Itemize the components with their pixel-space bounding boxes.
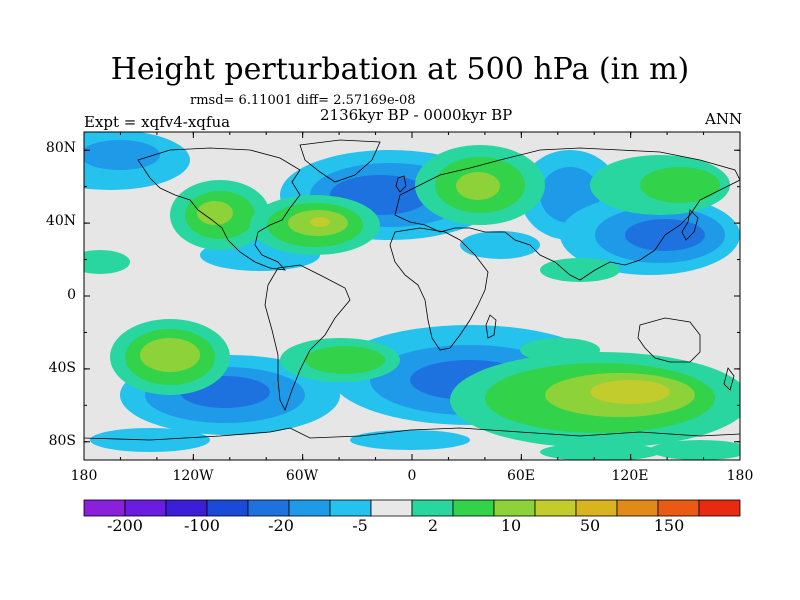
colorbar-swatch — [83, 499, 126, 517]
axis-ticks — [83, 132, 741, 460]
stats-label: rmsd= 6.11001 diff= 2.57169e-08 — [190, 93, 416, 108]
colorbar-swatch — [329, 499, 372, 517]
lat-label-40n: 40N — [45, 213, 76, 229]
colorbar-swatch — [698, 499, 741, 517]
colorbar-label: 10 — [500, 516, 522, 535]
colorbar-label: -100 — [184, 516, 220, 535]
colorbar — [83, 499, 741, 517]
colorbar-label: 150 — [653, 516, 685, 535]
lon-label-120e: 120E — [611, 468, 649, 484]
experiment-label: Expt = xqfv4-xqfua — [84, 113, 231, 131]
lon-label-0: 0 — [407, 468, 417, 484]
europe-asia-outline — [394, 147, 740, 281]
colorbar-label: 50 — [579, 516, 601, 535]
colorbar-swatch — [493, 499, 536, 517]
colorbar-swatch — [206, 499, 249, 517]
colorbar-swatch — [657, 499, 700, 517]
colorbar-label: -20 — [268, 516, 294, 535]
contour-layer — [84, 132, 740, 460]
colorbar-swatch — [370, 499, 413, 517]
positive-anomaly-contours — [84, 145, 740, 460]
colorbar-swatch — [534, 499, 577, 517]
lon-label-180w: 180 — [70, 468, 98, 484]
australia-outline — [637, 317, 701, 363]
colorbar-swatch — [411, 499, 454, 517]
greenland-outline — [299, 139, 381, 183]
africa-outline — [389, 227, 489, 351]
colorbar-label: -5 — [352, 516, 368, 535]
lon-label-120w: 120W — [172, 468, 214, 484]
colorbar-label: 2 — [427, 516, 439, 535]
madagascar-outline — [485, 314, 497, 339]
coastlines — [84, 139, 740, 441]
colorbar-swatch — [452, 499, 495, 517]
antarctica-outline — [84, 427, 740, 441]
lat-label-40s: 40S — [48, 360, 76, 376]
lat-label-80n: 80N — [45, 140, 76, 156]
uk-outline — [395, 175, 407, 193]
chart-title: Height perturbation at 500 hPa (in m) — [110, 52, 690, 87]
season-label: ANN — [705, 110, 743, 128]
colorbar-swatch — [288, 499, 331, 517]
lat-label-80s: 80S — [48, 433, 76, 449]
lon-label-180e: 180 — [726, 468, 754, 484]
lon-label-60w: 60W — [285, 468, 319, 484]
colorbar-swatch — [247, 499, 290, 517]
lat-label-0: 0 — [67, 287, 76, 303]
north-america-outline — [137, 147, 301, 271]
colorbar-swatch — [165, 499, 208, 517]
south-america-outline — [264, 264, 351, 412]
colorbar-swatch — [124, 499, 167, 517]
colorbar-swatch — [616, 499, 659, 517]
lon-label-60e: 60E — [506, 468, 536, 484]
period-label: 2136kyr BP - 0000kyr BP — [320, 106, 513, 124]
new-zealand-outline — [723, 367, 735, 391]
colorbar-swatch — [575, 499, 618, 517]
japan-outline — [681, 209, 699, 241]
colorbar-label: -200 — [107, 516, 143, 535]
